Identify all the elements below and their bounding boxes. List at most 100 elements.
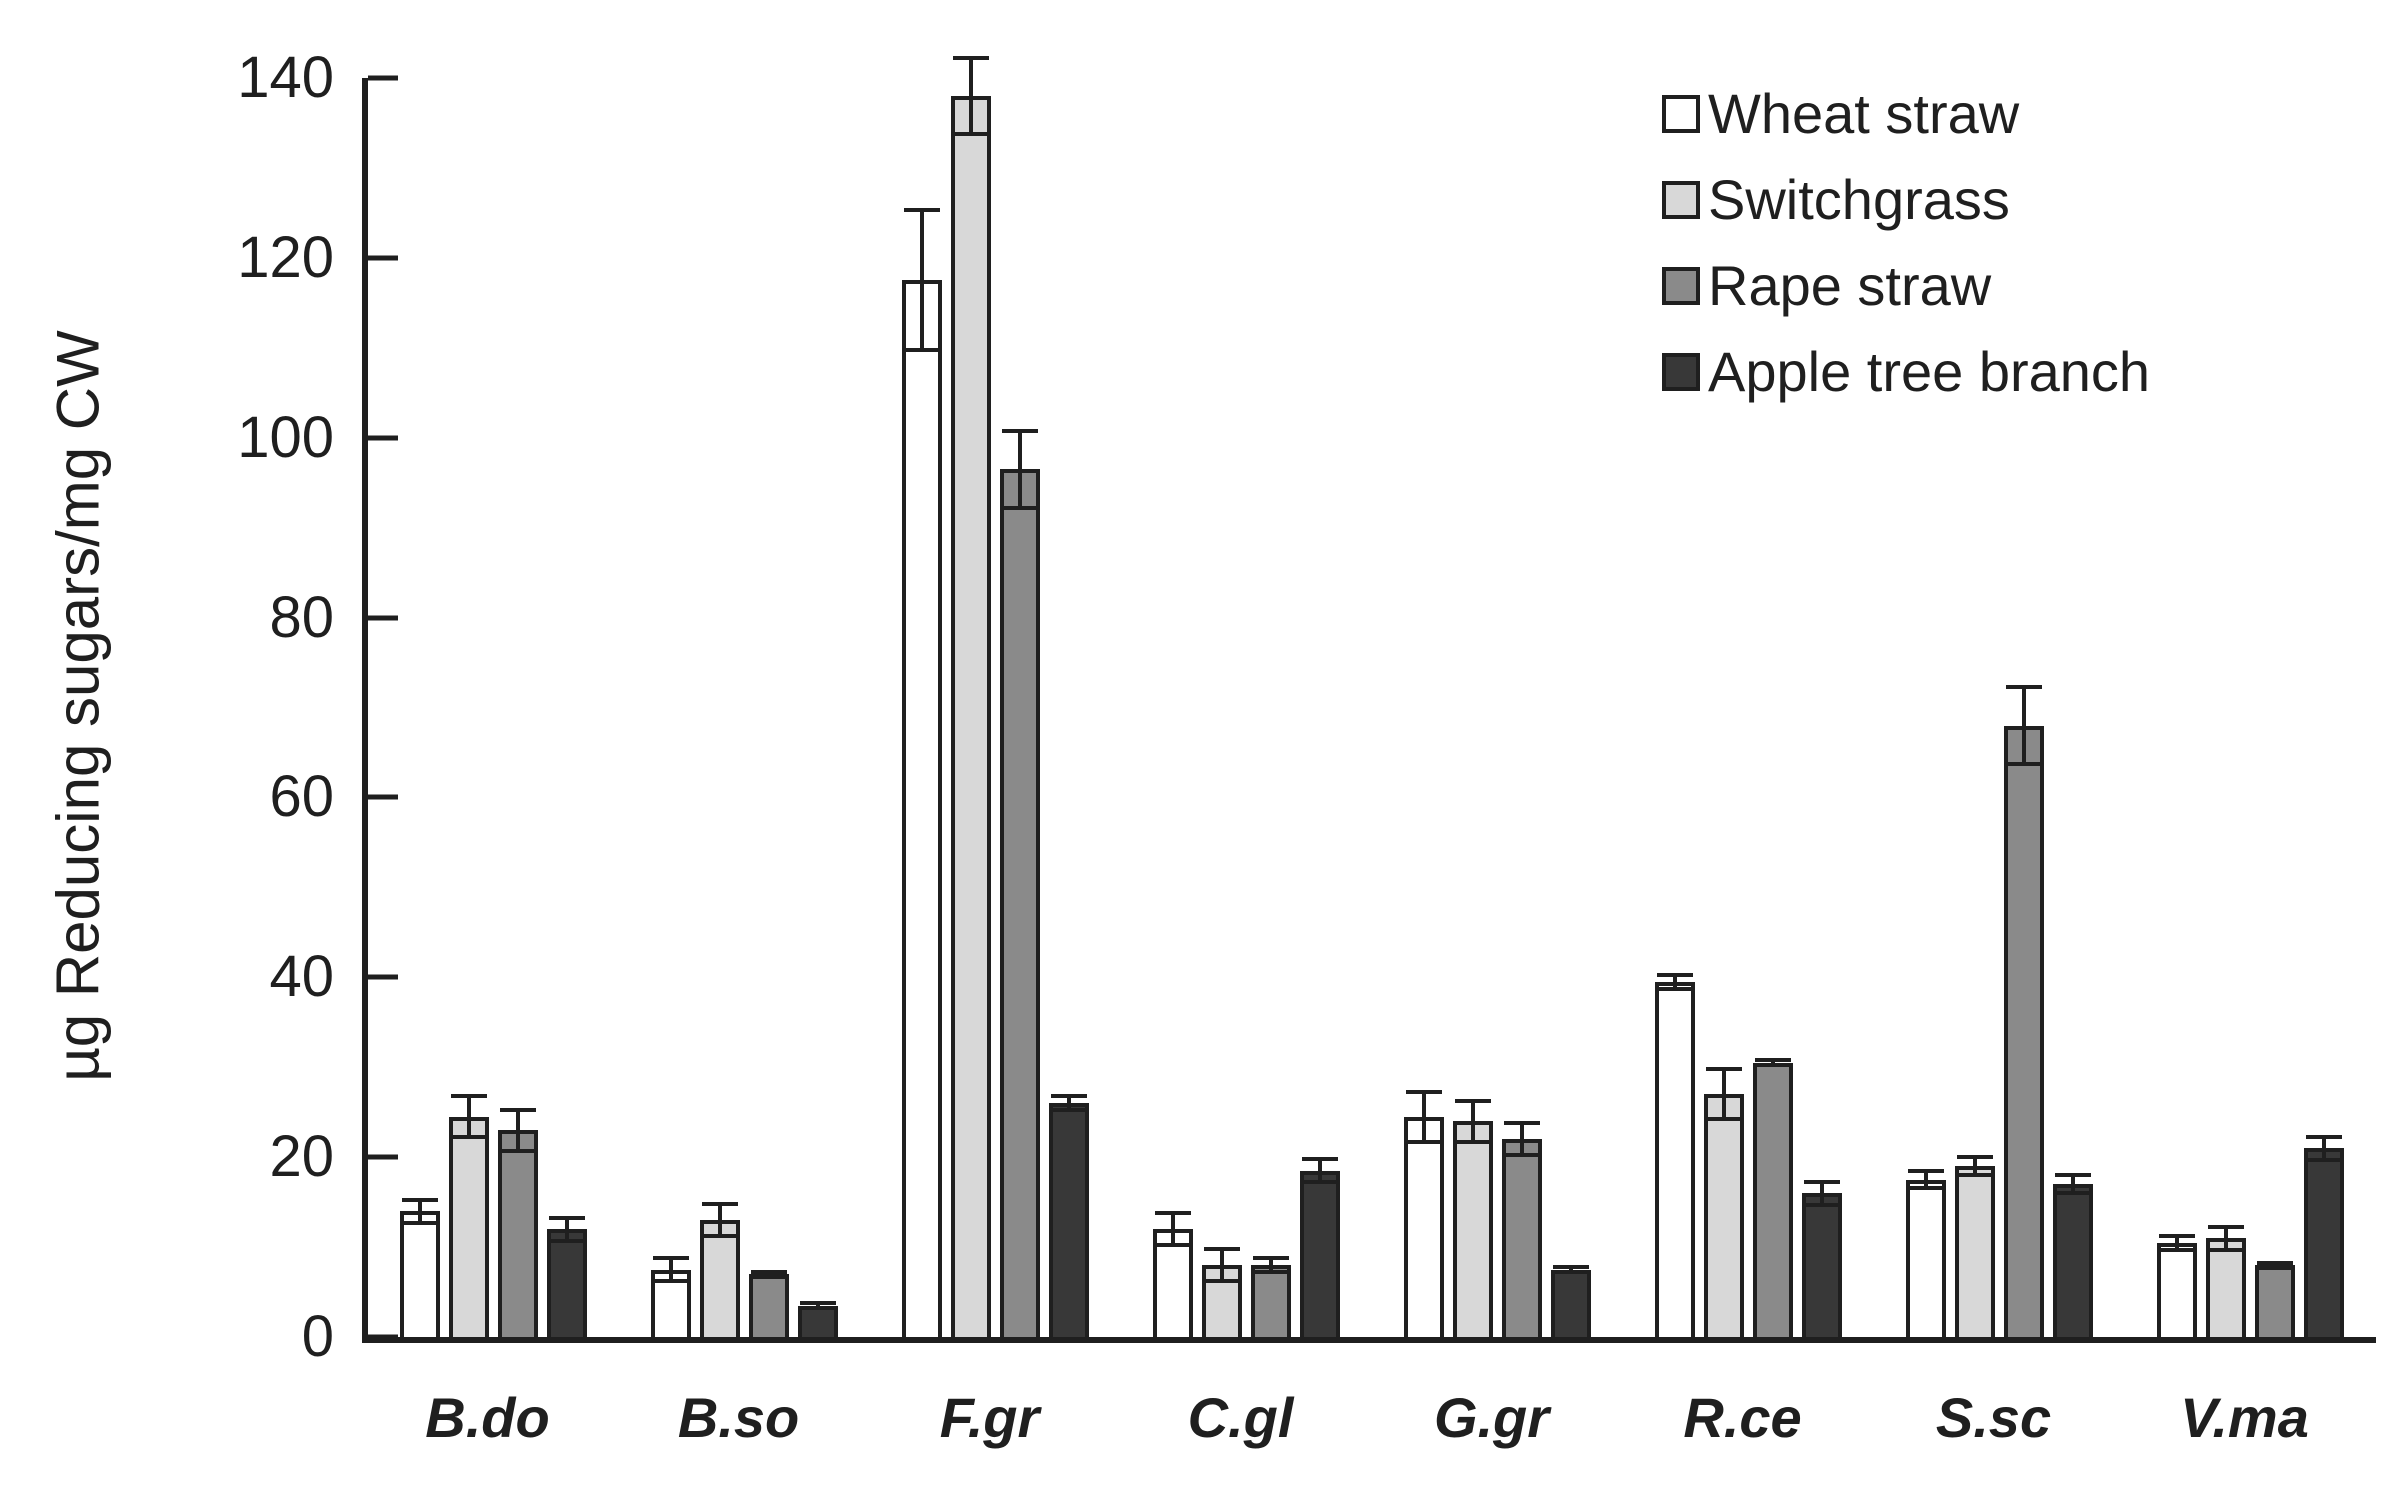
error-bar [798, 1301, 838, 1311]
bar-slot [1202, 78, 1242, 1337]
x-label-F.gr: F.gr [939, 1386, 1040, 1449]
error-bar-cap-bottom [1553, 1270, 1589, 1275]
error-bar-line [2175, 1233, 2179, 1252]
bar-slot [1906, 78, 1946, 1337]
bar-slot [2157, 78, 2197, 1337]
error-bar-cap-top [751, 1269, 787, 1274]
bar-slot [1404, 78, 1444, 1337]
error-bar-cap-bottom [1051, 1108, 1087, 1113]
y-tick-label: 100 [237, 404, 334, 470]
error-bar [2157, 1233, 2197, 1252]
error-bar-cap-bottom [1002, 505, 1038, 510]
error-bar-cap-bottom [2208, 1247, 2244, 1252]
legend-item-wheat-straw: Wheat straw [1662, 86, 2150, 142]
error-bar-cap-bottom [751, 1274, 787, 1279]
error-bar-cap-bottom [2159, 1247, 2195, 1252]
error-bar-cap-bottom [800, 1306, 836, 1311]
error-bar-cap-top [2006, 685, 2042, 690]
bar-slot [2255, 78, 2295, 1337]
error-bar-cap-top [800, 1301, 836, 1306]
bar-group-B.do [368, 78, 619, 1337]
error-bar-line [1569, 1265, 1573, 1275]
bar-slot [951, 55, 991, 1337]
y-tick-mark [368, 974, 398, 980]
error-bar-line [1924, 1168, 1928, 1191]
error-bar-cap-top [1051, 1094, 1087, 1099]
bar-slot [449, 78, 489, 1337]
error-bar [951, 55, 991, 137]
bar-slot [2304, 78, 2344, 1337]
y-tick-label: 40 [269, 944, 334, 1010]
bar-groups [368, 55, 2376, 1337]
bar-wheat-straw-R.ce [1655, 981, 1695, 1337]
y-tick-mark [368, 255, 398, 261]
bar-apple-tree-branch-B.do [547, 1229, 587, 1337]
error-bar [1251, 1256, 1291, 1275]
bar-rape-straw-G.gr [1502, 1139, 1542, 1337]
error-bar [1000, 428, 1040, 510]
x-label-B.so: B.so [677, 1386, 800, 1449]
error-bar-cap-top [702, 1202, 738, 1207]
error-bar [1453, 1098, 1493, 1144]
legend-swatch [1662, 181, 1700, 219]
x-axis-labels: B.do B.so F.gr C.gl G.gr R.ce S.sc V.ma [362, 1385, 2370, 1450]
error-bar-cap-top [653, 1256, 689, 1261]
error-bar-line [1820, 1179, 1824, 1207]
bar-switchgrass-S.sc [1955, 1166, 1995, 1337]
error-bar [1551, 1265, 1591, 1275]
error-bar-cap-bottom [1755, 1063, 1791, 1068]
legend-swatch [1662, 353, 1700, 391]
x-label-B.do: B.do [425, 1386, 550, 1449]
error-bar-cap-top [1253, 1256, 1289, 1261]
error-bar [2004, 685, 2044, 766]
error-bar-line [516, 1107, 520, 1153]
error-bar-cap-bottom [2006, 761, 2042, 766]
bar-slot [1453, 78, 1493, 1337]
legend-label: Wheat straw [1708, 82, 2020, 145]
bar-group-F.gr [870, 55, 1121, 1337]
bar-wheat-straw-B.do [400, 1211, 440, 1337]
error-bar-cap-top [2055, 1173, 2091, 1178]
error-bar-cap-top [2159, 1233, 2195, 1238]
bar-group-G.gr [1372, 78, 1623, 1337]
error-bar [2206, 1224, 2246, 1252]
y-tick-label: 120 [237, 224, 334, 290]
bar-rape-straw-C.gl [1251, 1265, 1291, 1337]
bar-slot [1704, 78, 1744, 1337]
y-tick-label: 80 [269, 584, 334, 650]
y-tick-label: 0 [301, 1304, 334, 1369]
bar-rape-straw-F.gr [1000, 469, 1040, 1337]
error-bar-cap-top [1155, 1211, 1191, 1216]
error-bar-line [2022, 685, 2026, 766]
error-bar [1704, 1067, 1744, 1122]
legend-label: Apple tree branch [1708, 340, 2151, 403]
error-bar-cap-bottom [1908, 1186, 1944, 1191]
error-bar-cap-top [1204, 1247, 1240, 1252]
error-bar-line [1422, 1089, 1426, 1144]
bar-slot [400, 78, 440, 1337]
bar-rape-straw-V.ma [2255, 1265, 2295, 1337]
error-bar [1906, 1168, 1946, 1191]
error-bar-line [1318, 1157, 1322, 1185]
bar-wheat-straw-V.ma [2157, 1242, 2197, 1337]
bar-slot [651, 78, 691, 1337]
bar-rape-straw-B.so [749, 1274, 789, 1337]
error-bar-line [467, 1094, 471, 1140]
error-bar [651, 1256, 691, 1284]
error-bar-cap-top [1706, 1067, 1742, 1072]
error-bar-line [669, 1256, 673, 1284]
error-bar-line [418, 1197, 422, 1225]
error-bar [2053, 1173, 2093, 1195]
bar-slot [1955, 78, 1995, 1337]
error-bar [1404, 1089, 1444, 1144]
error-bar-cap-top [451, 1094, 487, 1099]
error-bar-cap-bottom [1657, 986, 1693, 991]
bar-slot [1502, 78, 1542, 1337]
bar-apple-tree-branch-C.gl [1300, 1170, 1340, 1337]
error-bar-cap-top [1302, 1157, 1338, 1162]
error-bar-cap-bottom [953, 132, 989, 137]
legend-label: Rape straw [1708, 254, 1992, 317]
error-bar-line [767, 1269, 771, 1279]
x-label-C.gl: C.gl [1187, 1386, 1294, 1449]
